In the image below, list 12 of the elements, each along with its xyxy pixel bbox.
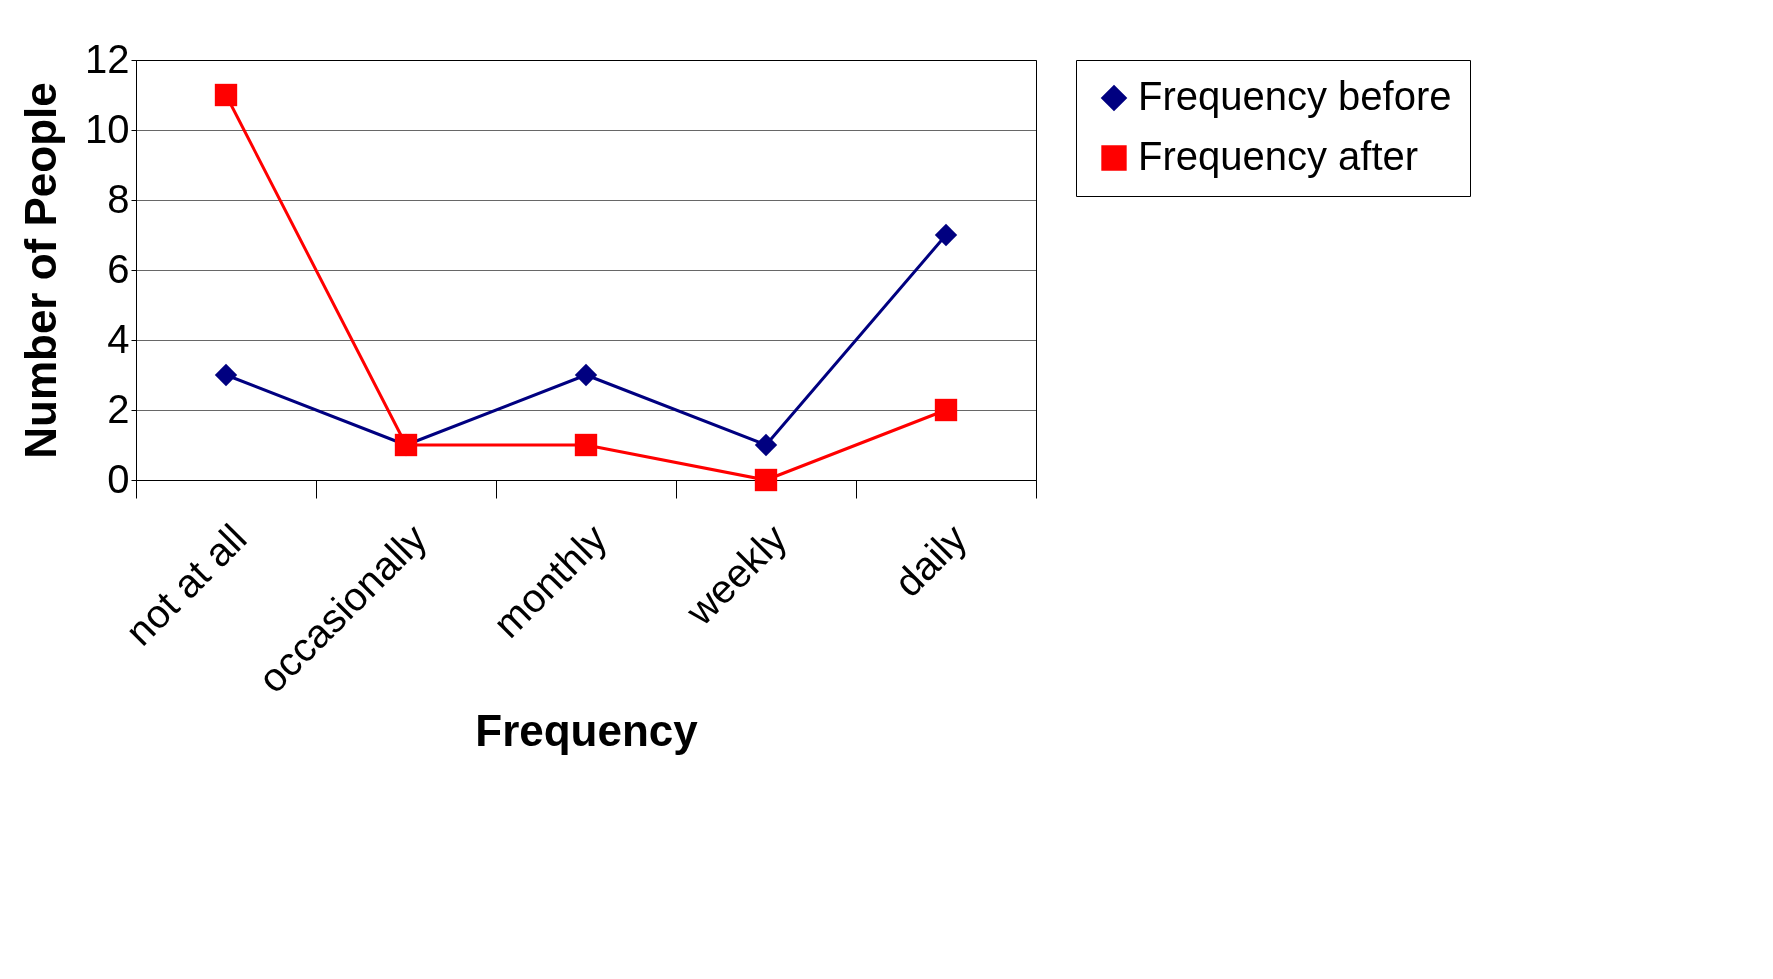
y-tick-label: 10 xyxy=(85,106,130,151)
y-tick-label: 4 xyxy=(107,316,130,361)
y-tick-label: 0 xyxy=(107,456,130,501)
legend-label: Frequency after xyxy=(1138,134,1419,178)
y-tick-label: 6 xyxy=(107,246,130,291)
x-axis-title: Frequency xyxy=(475,705,699,755)
y-tick-label: 12 xyxy=(85,36,130,81)
x-tick-label: not at all xyxy=(116,515,255,654)
y-tick-label: 8 xyxy=(107,176,130,221)
y-axis-title: Number of People xyxy=(16,82,66,459)
legend-label: Frequency before xyxy=(1138,74,1452,118)
y-tick-label: 2 xyxy=(107,386,130,431)
